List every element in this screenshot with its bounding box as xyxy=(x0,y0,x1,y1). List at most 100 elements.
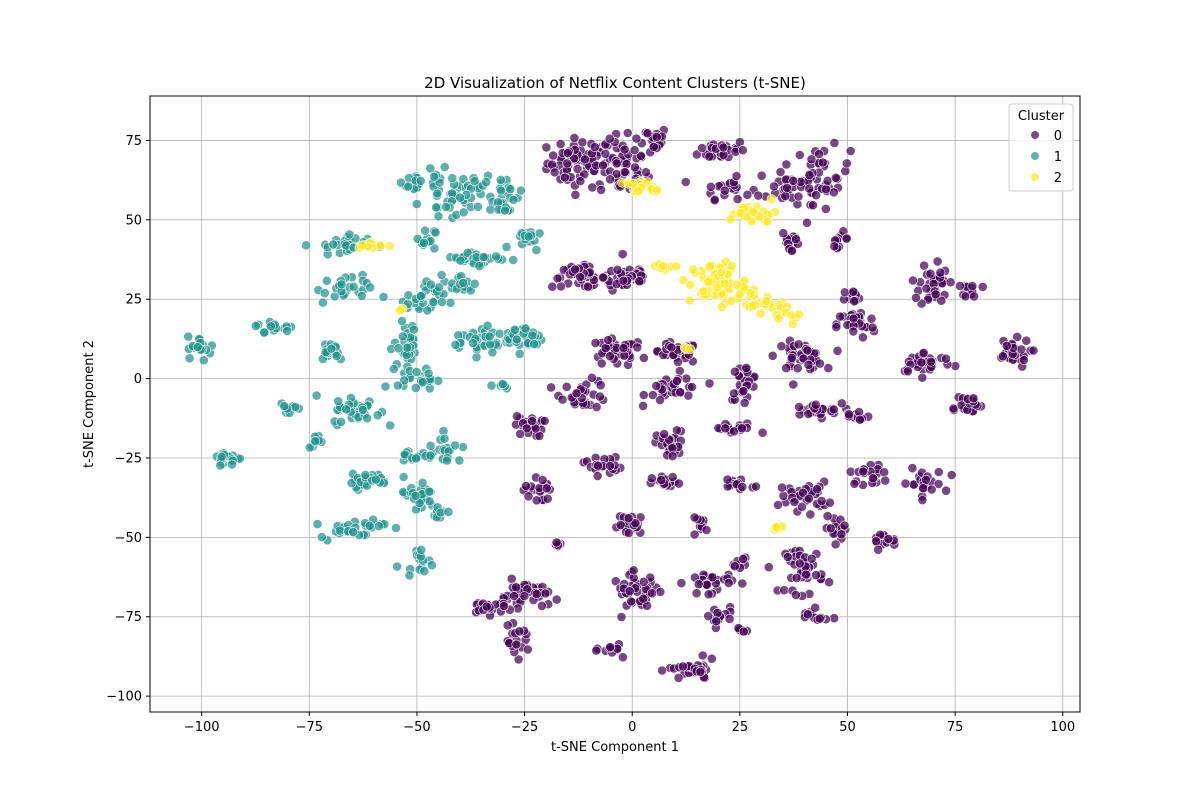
data-point xyxy=(619,167,630,177)
data-point xyxy=(821,203,831,214)
data-point xyxy=(498,601,509,611)
data-point xyxy=(628,565,639,576)
data-point xyxy=(561,381,572,392)
data-point xyxy=(572,163,583,174)
data-point xyxy=(372,410,383,421)
data-point xyxy=(946,470,957,480)
data-point xyxy=(806,553,817,564)
x-tick-label: 50 xyxy=(839,720,856,735)
data-point xyxy=(605,174,615,185)
data-point xyxy=(508,194,519,205)
data-point xyxy=(630,162,640,173)
data-point xyxy=(737,578,748,589)
data-point xyxy=(779,585,790,596)
data-point xyxy=(753,190,764,201)
data-point xyxy=(855,414,865,425)
data-point xyxy=(871,536,882,547)
data-point xyxy=(811,570,821,580)
data-point xyxy=(539,416,550,426)
data-point xyxy=(685,279,696,290)
data-point xyxy=(936,295,947,306)
data-point xyxy=(960,291,971,302)
data-point xyxy=(941,485,951,496)
data-point xyxy=(908,275,918,286)
data-point xyxy=(655,395,665,405)
data-point xyxy=(646,473,657,484)
data-point xyxy=(787,245,797,256)
data-point xyxy=(623,513,634,524)
data-point xyxy=(748,206,759,217)
data-point xyxy=(310,436,321,447)
data-point xyxy=(333,396,344,407)
data-point xyxy=(410,382,421,393)
data-point xyxy=(439,433,450,444)
data-point xyxy=(447,173,458,184)
data-point xyxy=(667,451,678,461)
data-point xyxy=(656,475,667,485)
data-point xyxy=(415,291,426,301)
data-point xyxy=(642,128,653,139)
data-point xyxy=(316,532,327,542)
data-point xyxy=(671,261,682,272)
data-point xyxy=(348,281,359,292)
data-point xyxy=(513,654,524,665)
data-point xyxy=(424,496,435,507)
data-point xyxy=(684,295,695,306)
data-point xyxy=(183,331,194,342)
data-point xyxy=(198,355,209,366)
data-point xyxy=(658,260,669,271)
data-point xyxy=(434,282,444,293)
data-point xyxy=(803,409,814,419)
data-point xyxy=(495,174,506,185)
data-point xyxy=(548,150,558,161)
data-point xyxy=(450,440,460,451)
data-point xyxy=(486,380,497,391)
data-point xyxy=(542,493,553,504)
data-point xyxy=(626,596,637,607)
data-point xyxy=(397,331,408,342)
data-point xyxy=(836,398,847,409)
data-point xyxy=(919,260,929,271)
data-point xyxy=(738,553,749,564)
y-tick-label: 25 xyxy=(125,293,142,308)
data-point xyxy=(998,351,1008,362)
data-point xyxy=(766,194,777,205)
data-point xyxy=(540,588,551,599)
data-point xyxy=(1001,340,1012,351)
data-point xyxy=(502,620,513,631)
data-point xyxy=(428,297,439,307)
data-point xyxy=(829,137,840,148)
data-point xyxy=(617,249,628,259)
data-point xyxy=(848,313,859,324)
data-point xyxy=(803,359,814,370)
data-point xyxy=(569,153,579,164)
data-point xyxy=(791,590,801,600)
data-point xyxy=(546,382,556,393)
data-point xyxy=(636,150,646,161)
data-point xyxy=(541,142,552,153)
data-point xyxy=(462,247,473,258)
data-point xyxy=(311,390,322,401)
data-point xyxy=(926,484,937,495)
data-point xyxy=(570,189,581,200)
data-point xyxy=(918,483,929,494)
data-point xyxy=(918,347,929,358)
data-point xyxy=(775,167,786,177)
data-point xyxy=(845,146,856,156)
data-point xyxy=(356,290,367,301)
data-point xyxy=(729,388,739,399)
data-point xyxy=(600,148,611,159)
data-point xyxy=(515,428,526,439)
data-point xyxy=(509,324,520,335)
data-point xyxy=(769,181,779,192)
data-point xyxy=(823,363,834,373)
data-point xyxy=(781,363,792,373)
data-point xyxy=(603,335,613,345)
data-point xyxy=(580,154,590,165)
data-point xyxy=(411,199,422,209)
data-point xyxy=(798,487,808,498)
data-point xyxy=(933,467,944,477)
data-point xyxy=(571,388,582,399)
data-point xyxy=(500,205,510,216)
data-point xyxy=(801,569,811,580)
